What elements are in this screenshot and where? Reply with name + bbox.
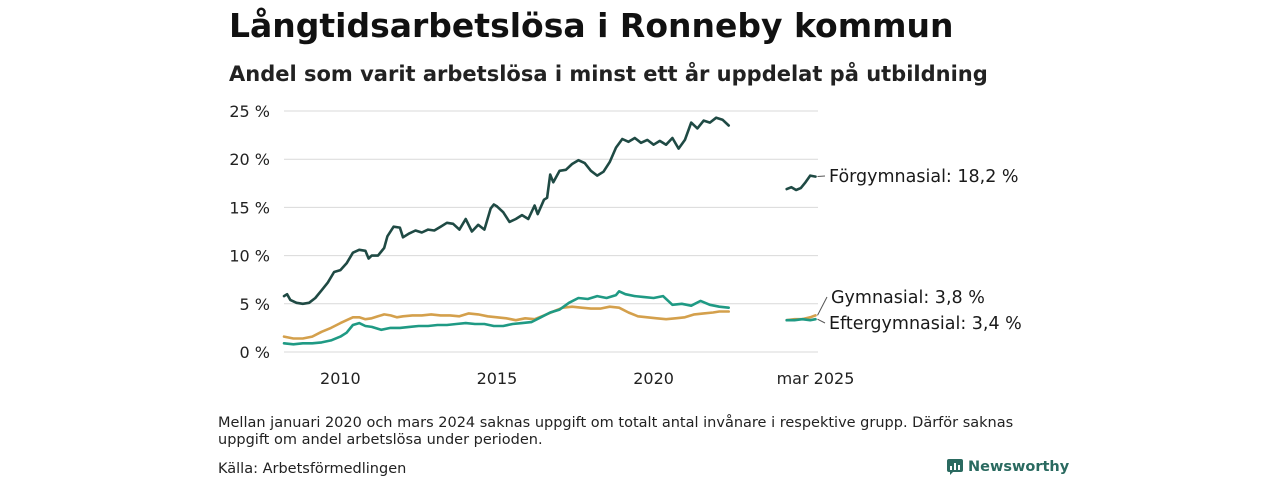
- y-tick-label: 10 %: [229, 247, 270, 266]
- x-tick-label: mar 2025: [777, 369, 855, 388]
- y-tick-label: 0 %: [240, 343, 270, 362]
- x-axis-ticks: 2010 2015 2020 mar 2025: [320, 369, 854, 388]
- x-tick-label: 2015: [477, 369, 518, 388]
- chart-title: Långtidsarbetslösa i Ronneby kommun: [229, 6, 954, 45]
- series-end-label: Förgymnasial: 18,2 %: [829, 167, 1019, 187]
- end-label-connector: [817, 175, 826, 178]
- brand-logo: Newsworthy: [946, 458, 1069, 476]
- series-line-eftergymnasial: [785, 317, 817, 322]
- series-end-label: Eftergymnasial: 3,4 %: [829, 314, 1022, 334]
- y-axis-ticks: 0 % 5 % 10 % 15 % 20 % 25 %: [229, 102, 270, 362]
- chart-subtitle: Andel som varit arbetslösa i minst ett å…: [229, 62, 988, 86]
- newsworthy-icon: [947, 459, 963, 475]
- series-line-förgymnasial: [785, 174, 817, 192]
- brand-name: Newsworthy: [968, 459, 1070, 475]
- x-tick-label: 2010: [320, 369, 361, 388]
- y-tick-label: 25 %: [229, 102, 270, 121]
- chart-note: Mellan januari 2020 och mars 2024 saknas…: [218, 415, 1014, 448]
- gridlines: [284, 110, 818, 353]
- source-text: Källa: Arbetsförmedlingen: [218, 461, 407, 477]
- series-line-gymnasial: [282, 305, 730, 340]
- x-tick-label: 2020: [633, 369, 674, 388]
- series-line-förgymnasial: [282, 116, 730, 306]
- series-lines: [282, 116, 817, 346]
- y-tick-label: 5 %: [240, 295, 270, 314]
- series-end-labels: Förgymnasial: 18,2 % Gymnasial: 3,8 % Efte…: [817, 167, 1022, 334]
- y-tick-label: 20 %: [229, 150, 270, 169]
- end-label-connector: [817, 296, 828, 316]
- line-chart: 0 % 5 % 10 % 15 % 20 % 25 % 2010 2015 2020 mar 2…: [229, 102, 1022, 388]
- y-tick-label: 15 %: [229, 198, 270, 217]
- end-label-connector: [817, 318, 826, 324]
- series-line-eftergymnasial: [282, 290, 730, 346]
- series-end-label: Gymnasial: 3,8 %: [831, 288, 985, 308]
